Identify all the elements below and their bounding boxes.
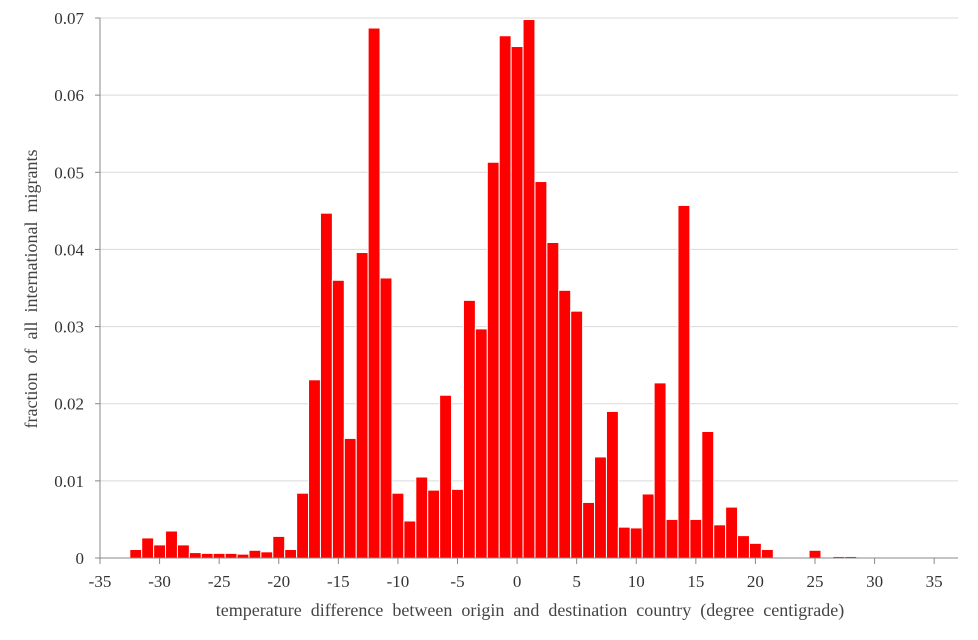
histogram-bar	[176, 544, 190, 559]
histogram-bar	[748, 542, 762, 559]
x-tick-label: 30	[866, 572, 883, 591]
histogram-bar	[284, 549, 298, 559]
x-tick-label: 20	[747, 572, 764, 591]
histogram-bar	[188, 552, 202, 559]
histogram-bar	[236, 553, 250, 559]
x-tick-label: 10	[628, 572, 645, 591]
histogram-bar	[200, 552, 214, 559]
y-tick-label: 0.07	[54, 9, 84, 28]
x-tick-label: 15	[687, 572, 704, 591]
histogram-bar	[308, 379, 321, 559]
x-tick-label: -5	[450, 572, 464, 591]
y-tick-label: 0.03	[54, 318, 84, 337]
y-axis-title: fraction of all international migrants	[21, 150, 41, 429]
axes	[95, 17, 958, 564]
histogram-bar	[355, 252, 369, 559]
x-tick-label: 0	[513, 572, 522, 591]
x-tick-label: -15	[327, 572, 350, 591]
histogram-bar	[248, 549, 262, 559]
histogram-bar	[605, 410, 619, 559]
x-tick-label: 25	[807, 572, 824, 591]
histogram-bar	[570, 310, 584, 559]
histogram-bar	[725, 506, 739, 559]
histogram-bar	[665, 518, 679, 559]
histogram-bar	[141, 537, 155, 559]
histogram-bar	[582, 501, 596, 559]
y-tick-label: 0.05	[54, 163, 84, 182]
histogram-bar	[129, 549, 143, 559]
histogram-bar	[534, 181, 548, 559]
histogram-bar	[617, 526, 631, 559]
histogram-bar	[522, 19, 536, 559]
histogram-bar	[486, 161, 500, 559]
x-tick-label: 5	[572, 572, 581, 591]
histogram-bar	[439, 394, 453, 559]
x-tick-label: -25	[208, 572, 231, 591]
x-tick-label: -20	[267, 572, 290, 591]
histogram-bar	[594, 456, 607, 559]
histogram-bar	[558, 289, 572, 559]
histogram-bar	[165, 530, 178, 559]
x-tick-label: 35	[926, 572, 943, 591]
histogram-bar	[737, 535, 750, 559]
histogram-bar	[319, 212, 333, 559]
histogram-bar	[474, 328, 488, 559]
histogram-bar	[701, 430, 715, 559]
histogram-bar	[451, 488, 464, 559]
histogram-bar	[689, 518, 703, 559]
histogram-bar	[343, 437, 357, 559]
histogram-bar	[677, 204, 691, 559]
y-tick-label: 0.06	[54, 86, 84, 105]
x-tick-label: -35	[89, 572, 112, 591]
x-tick-label: -10	[387, 572, 410, 591]
histogram-bar	[403, 520, 417, 559]
histogram-bar	[391, 492, 405, 559]
x-tick-labels: -35 -30 -25 -20 -15 -10 -5 0 5 10 15 20 25 30 35	[89, 572, 943, 591]
histogram-bar	[808, 549, 822, 559]
histogram-bar	[367, 27, 381, 559]
x-axis-title: temperature difference between origin an…	[216, 600, 844, 621]
histogram-bar	[462, 299, 476, 559]
histogram-bar	[713, 524, 727, 559]
histogram-bar	[427, 489, 441, 559]
y-tick-label: 0.01	[54, 472, 84, 491]
histogram-bar	[546, 241, 560, 559]
y-tick-label: 0.02	[54, 395, 84, 414]
histogram-bar	[629, 527, 643, 559]
histogram-bar	[379, 277, 393, 559]
histogram-bar	[760, 549, 774, 559]
y-tick-label: 0	[76, 549, 85, 568]
histogram-bar	[212, 552, 226, 559]
y-tick-labels: 0 0.01 0.02 0.03 0.04 0.05 0.06 0.07	[54, 9, 84, 568]
histogram-bar	[498, 35, 512, 559]
bars	[129, 19, 858, 559]
histogram-bar	[641, 493, 655, 559]
histogram-bar	[331, 279, 345, 559]
x-tick-label: -30	[148, 572, 171, 591]
histogram-bar	[224, 552, 238, 559]
histogram-bar	[272, 535, 286, 559]
histogram-bar	[653, 382, 667, 559]
histogram-bar	[415, 476, 429, 559]
histogram-bar	[296, 492, 310, 559]
histogram-bar	[153, 544, 167, 559]
histogram-bar	[510, 46, 524, 559]
y-tick-label: 0.04	[54, 240, 84, 259]
histogram-bar	[260, 551, 274, 559]
